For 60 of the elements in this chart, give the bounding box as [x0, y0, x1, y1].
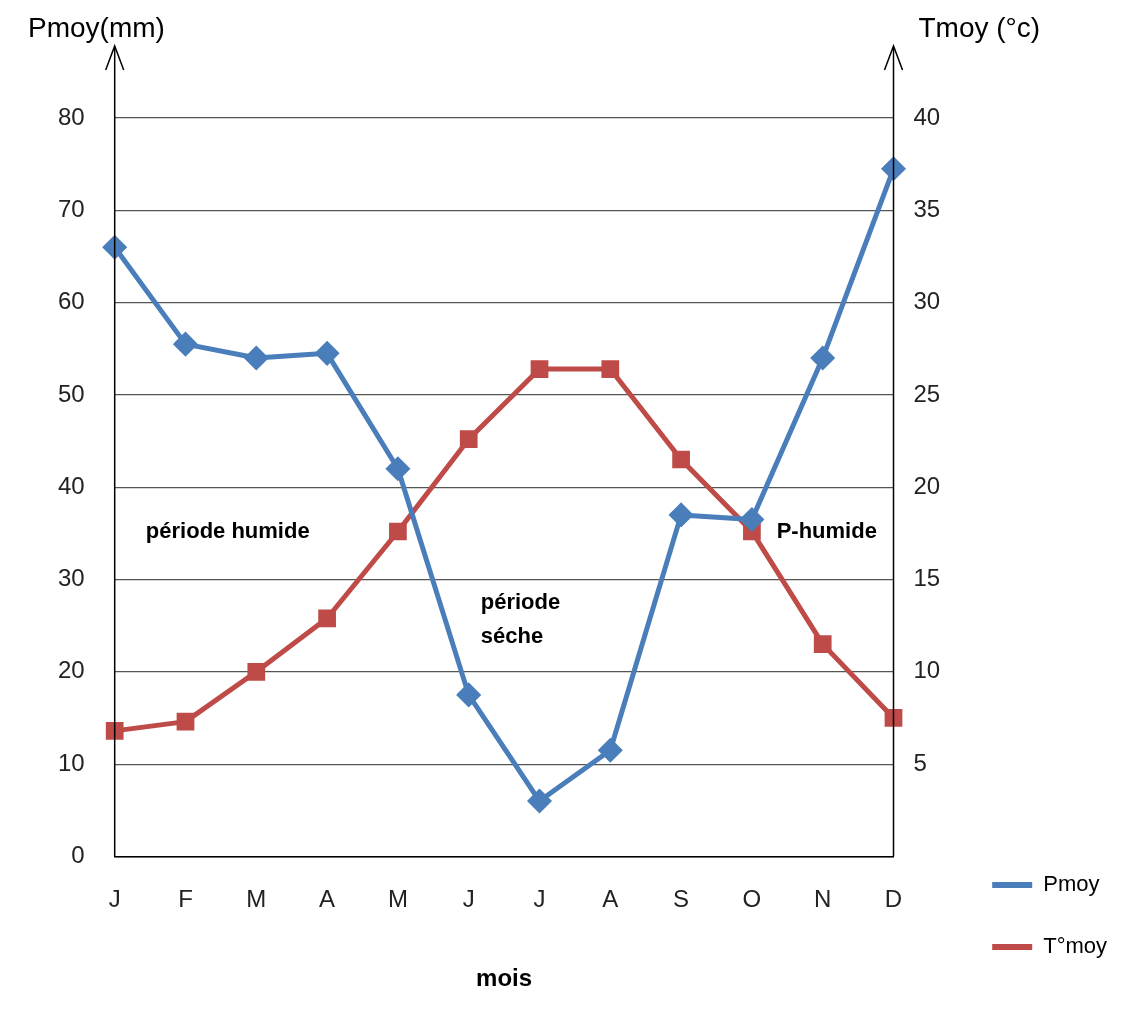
x-tick-label: N — [814, 885, 832, 913]
x-axis-title: mois — [476, 964, 533, 992]
point — [884, 709, 903, 727]
point — [105, 722, 124, 740]
y2-tick-label: 5 — [913, 748, 927, 776]
y-tick-label: 20 — [57, 656, 85, 684]
y-tick-label: 30 — [57, 564, 85, 592]
y2-tick-label: 20 — [913, 471, 941, 499]
point — [740, 508, 764, 532]
x-tick-label: F — [178, 885, 193, 913]
point — [103, 235, 127, 259]
point — [813, 635, 832, 653]
point — [528, 789, 551, 813]
y2-axis-title: Tmoy (°c) — [918, 11, 1041, 43]
y2-tick-label: 40 — [913, 102, 941, 130]
point — [598, 738, 622, 762]
x-tick-label: M — [387, 885, 408, 913]
point — [530, 360, 549, 378]
y-tick-label: 0 — [71, 841, 85, 869]
point — [318, 609, 336, 628]
y2-tick-label: 35 — [913, 194, 941, 222]
point — [457, 683, 481, 707]
x-tick-label: S — [673, 885, 690, 913]
y-tick-label: 80 — [57, 102, 85, 130]
point — [389, 522, 407, 541]
y2-tick-label: 25 — [913, 379, 941, 407]
x-tick-label: A — [602, 885, 619, 913]
y-tick-label: 70 — [57, 194, 85, 222]
point — [459, 430, 478, 449]
x-tick-label: M — [246, 885, 267, 913]
annotation: P-humide — [776, 517, 877, 543]
annotation: période humide — [145, 517, 310, 543]
y2-tick-label: 10 — [913, 656, 941, 684]
y-tick-label: 60 — [57, 287, 85, 315]
y-axis-title: Pmoy(mm) — [28, 11, 165, 43]
x-tick-label: J — [108, 885, 121, 913]
x-tick-label: O — [742, 885, 762, 913]
point — [315, 341, 339, 365]
x-tick-label: A — [319, 885, 336, 913]
y2-tick-label: 30 — [913, 287, 941, 315]
point — [174, 332, 197, 356]
point — [176, 712, 195, 731]
point — [244, 346, 268, 370]
point — [601, 360, 620, 378]
y-tick-label: 10 — [57, 748, 85, 776]
point — [882, 157, 906, 181]
y-tick-label: 40 — [57, 471, 85, 499]
point — [811, 346, 835, 370]
point — [669, 503, 693, 527]
point — [386, 457, 410, 481]
legend-label: Pmoy — [1043, 871, 1100, 897]
legend-label: T°moy — [1043, 933, 1108, 959]
point — [672, 450, 690, 469]
x-tick-label: J — [533, 885, 546, 913]
y-tick-label: 50 — [57, 379, 85, 407]
x-tick-label: D — [884, 885, 903, 913]
point — [247, 662, 266, 681]
y2-tick-label: 15 — [913, 564, 941, 592]
annotation: période séche — [480, 589, 561, 649]
x-tick-label: J — [462, 885, 475, 913]
